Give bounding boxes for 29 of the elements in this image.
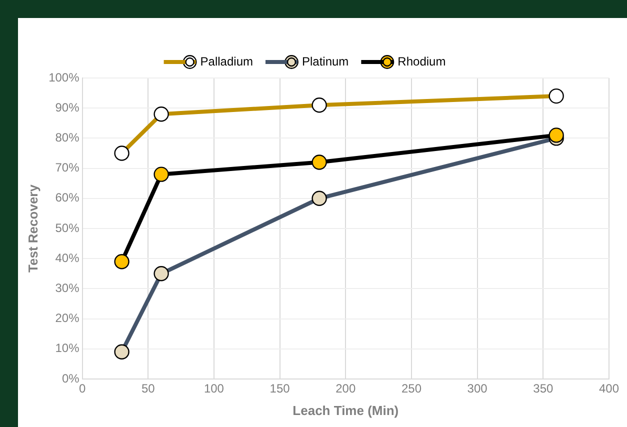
x-tick-label: 300 bbox=[467, 382, 488, 396]
x-tick-label: 100 bbox=[204, 382, 224, 396]
x-tick-label: 150 bbox=[270, 382, 290, 396]
y-tick-label: 40% bbox=[55, 250, 80, 265]
y-axis-title: Test Recovery bbox=[25, 184, 40, 272]
x-tick-label: 250 bbox=[401, 382, 422, 396]
x-tick-label: 350 bbox=[533, 382, 554, 396]
y-tick-label: 10% bbox=[55, 341, 80, 356]
y-tick-label: 60% bbox=[55, 190, 80, 205]
y-tick-label: 20% bbox=[55, 311, 80, 326]
y-tick-label: 80% bbox=[55, 130, 80, 145]
y-tick-label: 50% bbox=[55, 220, 80, 235]
legend-label: Platinum bbox=[302, 54, 349, 68]
point bbox=[154, 166, 169, 182]
y-tick-label: 0% bbox=[62, 371, 80, 386]
point bbox=[548, 128, 564, 143]
y-tick-label: 70% bbox=[55, 160, 80, 175]
x-tick-label: 200 bbox=[336, 382, 356, 396]
x-tick-label: 0 bbox=[78, 382, 86, 396]
point bbox=[114, 254, 130, 270]
x-tick-label: 400 bbox=[598, 382, 620, 396]
point bbox=[312, 154, 327, 170]
x-axis-title: Leach Time (Min) bbox=[292, 402, 399, 418]
x-tick-label: 50 bbox=[141, 382, 156, 396]
y-tick-label: 100% bbox=[48, 70, 80, 84]
legend-label: Palladium bbox=[200, 54, 253, 68]
legend-label: Rhodium bbox=[398, 54, 446, 68]
y-tick-label: 30% bbox=[55, 281, 80, 296]
y-tick-label: 90% bbox=[55, 100, 80, 114]
